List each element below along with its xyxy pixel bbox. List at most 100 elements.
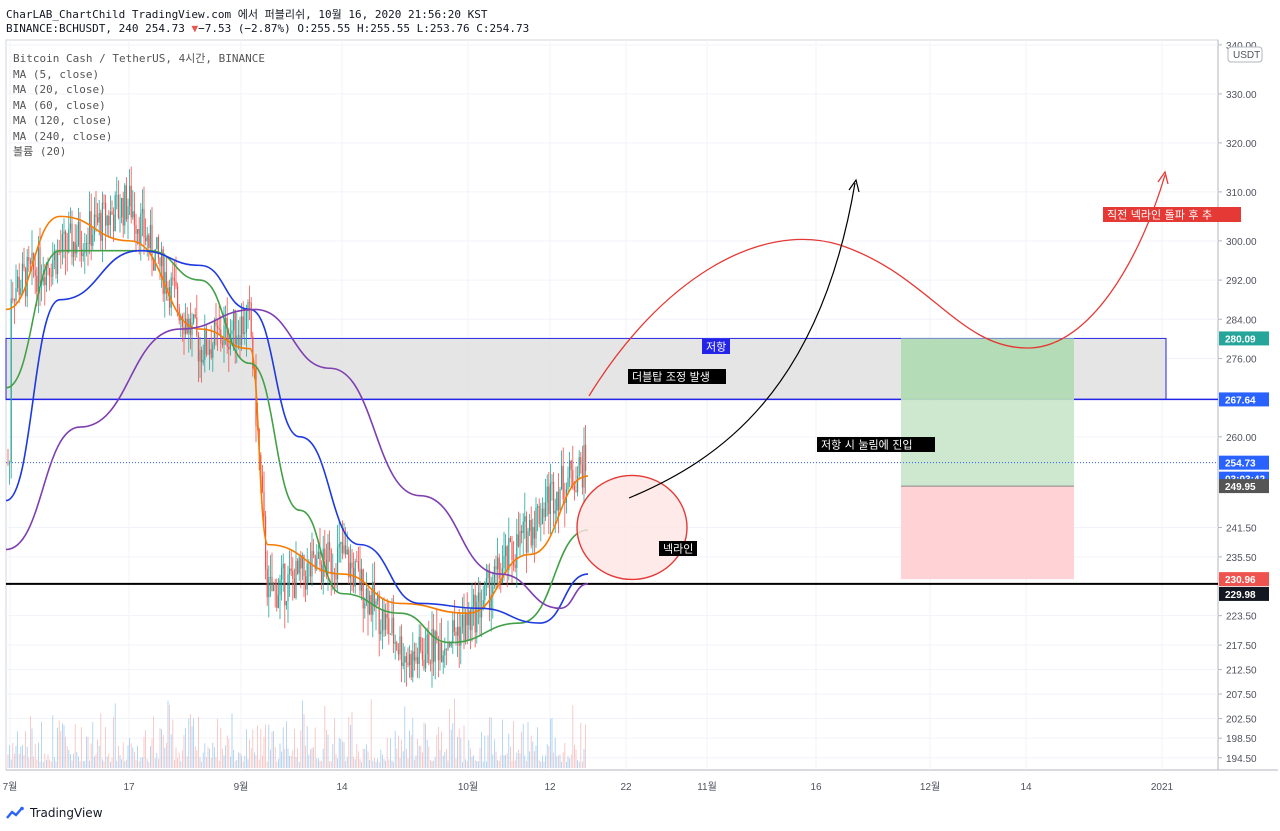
candle-body	[575, 490, 577, 493]
candle-body	[548, 486, 550, 515]
candle-body	[132, 211, 134, 218]
volume-bar	[346, 756, 348, 768]
volume-bar	[570, 754, 572, 768]
legend-title: Bitcoin Cash / TetherUS, 4시간, BINANCE	[13, 52, 266, 65]
candle-body	[567, 477, 569, 490]
volume-bar	[7, 754, 9, 768]
candle-body	[514, 565, 516, 568]
candle-body	[434, 631, 436, 662]
candle-body	[21, 263, 23, 289]
candle-body	[204, 328, 206, 360]
volume-bar	[562, 752, 564, 768]
volume-bar	[63, 725, 65, 768]
candle-body	[247, 302, 249, 312]
price-tick-label: 207.50	[1226, 690, 1257, 701]
volume-bar	[393, 761, 394, 768]
volume-bar	[252, 729, 254, 768]
candle-body	[378, 596, 380, 635]
candle-body	[557, 491, 559, 511]
candle-body	[106, 216, 108, 226]
candle-body	[418, 636, 420, 664]
volume-bar	[370, 699, 372, 768]
volume-bar	[87, 736, 89, 768]
volume-bar	[266, 761, 268, 768]
candle-body	[369, 595, 371, 615]
legend-item[interactable]: 볼륨 (20)	[13, 145, 67, 158]
price-axis[interactable]: 340.00 330.00 320.00 310.00 300.00 292.00 284.…	[1218, 41, 1269, 765]
volume-bar	[583, 748, 585, 768]
volume-bar	[38, 742, 39, 768]
candle-body	[273, 583, 275, 592]
candle-body	[116, 195, 118, 197]
candle-body	[573, 485, 575, 491]
candle-body	[215, 321, 217, 326]
volume-bar	[575, 749, 577, 768]
volume-bar	[502, 719, 503, 768]
volume-bar	[270, 749, 271, 768]
entry-label: 저항 시 눌림에 진입	[821, 439, 912, 452]
candle-body	[36, 275, 38, 292]
candle-body	[421, 650, 423, 660]
ohlc-values: O:255.55 H:255.55 L:253.76 C:254.73	[297, 22, 530, 35]
candle-body	[28, 257, 30, 262]
candle-body	[282, 563, 284, 569]
resistance-label: 저항	[706, 341, 726, 354]
symbol: BINANCE:BCHUSDT, 240	[6, 22, 139, 35]
volume-bar	[322, 748, 324, 768]
footer-brand[interactable]: TradingView	[6, 806, 103, 820]
candle-body	[481, 608, 483, 618]
volume-bar	[380, 749, 382, 768]
down-arrow-icon: ▼	[191, 22, 199, 35]
volume-bar	[436, 734, 438, 768]
candle-body	[245, 311, 247, 333]
legend-item[interactable]: MA (20, close)	[13, 83, 106, 96]
ma120-line	[5, 249, 589, 624]
candle-body	[581, 464, 583, 488]
volume-bar	[402, 751, 404, 768]
volume-bar	[55, 761, 57, 768]
candle-body	[313, 551, 315, 555]
volume-bar	[519, 753, 521, 768]
candle-body	[341, 542, 343, 554]
legend-item[interactable]: MA (240, close)	[13, 129, 113, 143]
volume-bar	[546, 744, 548, 768]
candle-body	[18, 276, 20, 295]
legend-item[interactable]: MA (120, close)	[13, 114, 113, 127]
volume-bar	[62, 723, 63, 768]
candle-body	[329, 542, 331, 550]
volume-bar	[279, 743, 281, 768]
volume-bar	[527, 722, 529, 768]
candle-body	[228, 346, 230, 350]
volume-bar	[223, 755, 225, 768]
legend-item[interactable]: MA (5, close)	[13, 67, 100, 81]
volume-bar	[202, 752, 204, 768]
candle-body	[209, 349, 211, 355]
black-arrowhead-icon	[848, 178, 860, 193]
volume-bar	[297, 748, 298, 768]
volume-bar	[57, 727, 58, 768]
candle-body	[543, 508, 545, 518]
volume-bar	[460, 737, 462, 768]
candle-body	[324, 548, 326, 560]
candle-body	[554, 510, 556, 514]
volume-bar	[524, 755, 526, 768]
volume-bar	[388, 759, 390, 768]
candle-body	[233, 309, 235, 331]
price-tick-label: 241.50	[1226, 523, 1257, 534]
legend-item[interactable]: MA (60, close)	[13, 98, 106, 112]
candle-body	[183, 327, 185, 335]
volume-bar	[110, 761, 111, 768]
volume-bar	[300, 730, 302, 768]
volume-bar	[78, 756, 79, 768]
volume-bar	[190, 714, 191, 768]
candle-body	[410, 654, 412, 678]
volume-bar	[482, 761, 484, 768]
volume-bar	[172, 719, 174, 768]
time-axis[interactable]: 7월 17 9월 14 10월 12 22 11월 16 12월 14 2021	[3, 781, 1174, 793]
candle-body	[241, 316, 243, 346]
candle-body	[469, 610, 471, 631]
candle-body	[97, 216, 99, 223]
red-arrowhead-icon	[1157, 170, 1169, 185]
volume-bar	[348, 717, 350, 768]
